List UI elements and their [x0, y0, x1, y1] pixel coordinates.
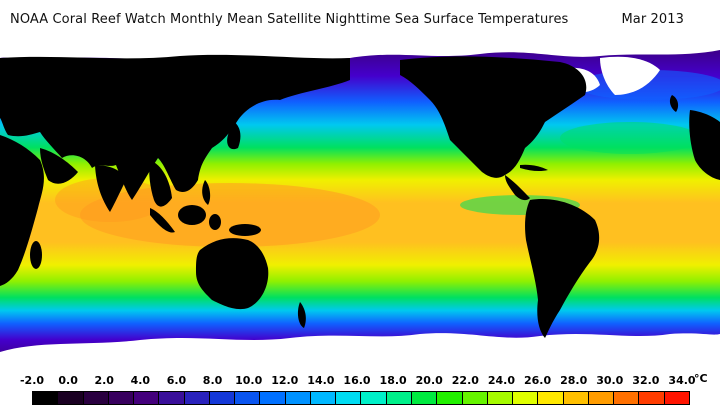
australia — [196, 238, 269, 310]
legend-swatch — [33, 392, 59, 404]
legend-swatch — [235, 392, 261, 404]
legend-swatch — [588, 392, 615, 404]
legend-tick: 14.0 — [307, 374, 335, 387]
map-title: NOAA Coral Reef Watch Monthly Mean Satel… — [0, 0, 720, 40]
new-zealand — [297, 302, 306, 328]
india — [95, 165, 126, 212]
new-guinea — [229, 224, 261, 236]
legend-swatch — [664, 392, 689, 404]
legend-tick: 4.0 — [130, 374, 151, 387]
legend-swatch — [538, 392, 564, 404]
legend-unit: °C — [694, 372, 708, 385]
legend-swatch — [411, 392, 438, 404]
legend-tick: 34.0 — [668, 374, 696, 387]
africa — [0, 135, 44, 286]
legend-swatch — [639, 392, 665, 404]
antarctic-ice — [0, 333, 720, 366]
title-date: Mar 2013 — [621, 12, 684, 27]
north-america — [400, 56, 587, 178]
legend-tick: 24.0 — [487, 374, 516, 387]
landmasses — [0, 54, 720, 338]
greenland — [600, 56, 660, 95]
legend-swatch — [563, 392, 589, 404]
central-america — [505, 175, 530, 201]
borneo — [178, 205, 206, 225]
legend-swatch — [58, 392, 84, 404]
legend-swatch — [184, 392, 210, 404]
legend-tick: 10.0 — [235, 374, 263, 387]
legend-tick: 12.0 — [271, 374, 299, 387]
legend-tick: 26.0 — [523, 374, 552, 387]
legend-tick: 22.0 — [451, 374, 479, 387]
south-america — [525, 199, 600, 338]
legend-tick: 6.0 — [166, 374, 187, 387]
sumatra — [150, 208, 175, 233]
legend-swatch — [614, 392, 640, 404]
legend-swatch — [487, 392, 514, 404]
legend-swatch — [209, 392, 236, 404]
legend-swatches — [32, 391, 690, 405]
title-text: NOAA Coral Reef Watch Monthly Mean Satel… — [10, 12, 569, 27]
europe-west — [689, 110, 720, 180]
sst-world-map — [0, 40, 720, 366]
eurasia — [0, 54, 350, 200]
madagascar — [30, 241, 42, 269]
arabia — [40, 148, 78, 184]
legend-swatch — [134, 392, 160, 404]
british-isles — [669, 95, 679, 112]
legend-tick: 8.0 — [202, 374, 223, 387]
japan — [227, 120, 241, 150]
legend-swatch — [108, 392, 135, 404]
legend-tick: 2.0 — [94, 374, 114, 387]
philippines — [202, 180, 211, 205]
legend-tick: 30.0 — [596, 374, 624, 387]
legend-swatch — [310, 392, 337, 404]
legend-tick-labels: -2.0 0.0 2.0 4.0 6.0 8.0 10.0 12.0 14.0 16.0 18.0 2… — [0, 374, 720, 388]
legend-swatch — [513, 392, 539, 404]
legend-swatch — [260, 392, 286, 404]
legend-swatch — [285, 392, 311, 404]
caribbean-islands — [520, 164, 548, 172]
legend-tick: 32.0 — [632, 374, 660, 387]
legend-tick: 28.0 — [560, 374, 588, 387]
legend-swatch — [83, 392, 109, 404]
legend-tick: -2.0 — [19, 374, 45, 387]
legend-swatch — [386, 392, 412, 404]
legend-swatch — [336, 392, 362, 404]
legend-swatch — [462, 392, 488, 404]
legend-tick: 0.0 — [58, 374, 78, 387]
gulf-stream — [560, 122, 700, 154]
legend-swatch — [159, 392, 185, 404]
legend-swatch — [437, 392, 463, 404]
indochina — [149, 160, 172, 207]
legend-swatch — [361, 392, 387, 404]
color-legend: -2.0 0.0 2.0 4.0 6.0 8.0 10.0 12.0 14.0 16.0 18.0 2… — [0, 366, 720, 411]
legend-tick: 18.0 — [379, 374, 407, 387]
legend-tick: 20.0 — [415, 374, 443, 387]
sulawesi — [209, 214, 221, 230]
legend-tick: 16.0 — [343, 374, 371, 387]
